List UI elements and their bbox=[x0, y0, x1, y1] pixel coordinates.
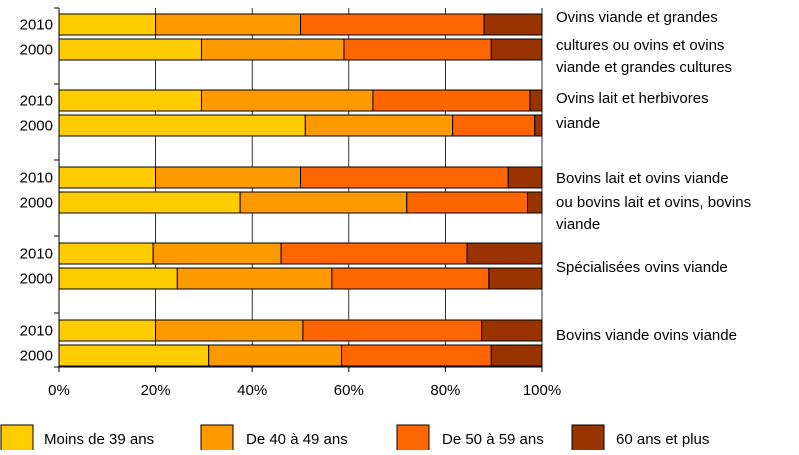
bar-segment bbox=[176, 267, 333, 290]
bar-segment bbox=[452, 114, 536, 137]
bar-segment bbox=[343, 38, 492, 61]
category-labels: Ovins viande et grandes cultures ou ovins… bbox=[556, 9, 751, 344]
bar-segment bbox=[58, 267, 178, 290]
bar-segment bbox=[200, 38, 345, 61]
bar-segment bbox=[341, 344, 492, 367]
x-tick-label: 60% bbox=[334, 382, 364, 399]
legend-swatch bbox=[200, 424, 234, 452]
year-label: 2010 bbox=[20, 246, 53, 263]
bar-segment bbox=[302, 319, 483, 342]
x-tick-label: 0% bbox=[48, 382, 70, 399]
bar-segment bbox=[58, 344, 210, 367]
legend-label: Moins de 39 ans bbox=[44, 431, 154, 448]
legend-label: De 50 à 59 ans bbox=[442, 431, 544, 448]
x-tick-label: 80% bbox=[430, 382, 460, 399]
category-label: ou bovins lait et ovins, bovins bbox=[556, 194, 751, 211]
bar-segment bbox=[58, 89, 202, 112]
legend-label: 60 ans et plus bbox=[616, 431, 709, 448]
x-tick-label: 100% bbox=[523, 382, 561, 399]
axis-layer: 2010 2000 2010 2000 2010 2000 2010 2000 2010 2000… bbox=[20, 7, 561, 399]
category-label: Spécialisées ovins viande bbox=[556, 259, 728, 276]
bar-segment bbox=[300, 13, 485, 36]
bar-segment bbox=[280, 242, 468, 265]
bar-segment bbox=[529, 89, 543, 112]
bars-layer bbox=[58, 13, 543, 367]
bar-segment bbox=[208, 344, 343, 367]
bar-segment bbox=[300, 166, 509, 189]
bar-segment bbox=[406, 191, 529, 214]
category-label: cultures ou ovins et ovins bbox=[556, 37, 724, 54]
bar-segment bbox=[490, 38, 543, 61]
bar-segment bbox=[490, 344, 543, 367]
bar-segment bbox=[155, 13, 301, 36]
bar-segment bbox=[534, 114, 543, 137]
bar-segment bbox=[507, 166, 543, 189]
bar-segment bbox=[58, 319, 157, 342]
bar-segment bbox=[152, 242, 282, 265]
bar-segment bbox=[58, 191, 241, 214]
year-label: 2000 bbox=[20, 195, 53, 212]
x-tick-label: 40% bbox=[237, 382, 267, 399]
legend: Moins de 39 ans De 40 à 49 ans De 50 à 59 … bbox=[0, 424, 709, 452]
year-label: 2000 bbox=[20, 42, 53, 59]
category-label: viande bbox=[556, 115, 600, 132]
bar-segment bbox=[58, 13, 157, 36]
bar-segment bbox=[58, 114, 306, 137]
bar-segment bbox=[58, 166, 157, 189]
category-label: Bovins viande ovins viande bbox=[556, 327, 737, 344]
category-label: Ovins lait et herbivores bbox=[556, 90, 709, 107]
bar-segment bbox=[304, 114, 454, 137]
bar-segment bbox=[483, 13, 543, 36]
category-label: viande et grandes cultures bbox=[556, 59, 732, 76]
bar-segment bbox=[481, 319, 543, 342]
year-label: 2010 bbox=[20, 93, 53, 110]
category-label: viande bbox=[556, 216, 600, 233]
year-label: 2000 bbox=[20, 271, 53, 288]
legend-swatch bbox=[571, 424, 605, 452]
bar-segment bbox=[58, 242, 154, 265]
year-label: 2000 bbox=[20, 348, 53, 365]
bar-segment bbox=[239, 191, 408, 214]
bar-segment bbox=[527, 191, 543, 214]
bar-segment bbox=[488, 267, 543, 290]
year-label: 2000 bbox=[20, 118, 53, 135]
bar-segment bbox=[372, 89, 531, 112]
year-label: 2010 bbox=[20, 170, 53, 187]
bar-segment bbox=[155, 319, 304, 342]
bar-segment bbox=[200, 89, 374, 112]
category-label: Ovins viande et grandes bbox=[556, 9, 718, 26]
year-label: 2010 bbox=[20, 323, 53, 340]
year-label: 2010 bbox=[20, 17, 53, 34]
bar-segment bbox=[466, 242, 543, 265]
bar-segment bbox=[155, 166, 301, 189]
bar-segment bbox=[331, 267, 490, 290]
bar-segment bbox=[58, 38, 202, 61]
legend-label: De 40 à 49 ans bbox=[246, 431, 348, 448]
legend-swatch bbox=[0, 424, 34, 452]
category-label: Bovins lait et ovins viande bbox=[556, 170, 729, 187]
legend-swatch bbox=[396, 424, 430, 452]
x-tick-label: 20% bbox=[141, 382, 171, 399]
